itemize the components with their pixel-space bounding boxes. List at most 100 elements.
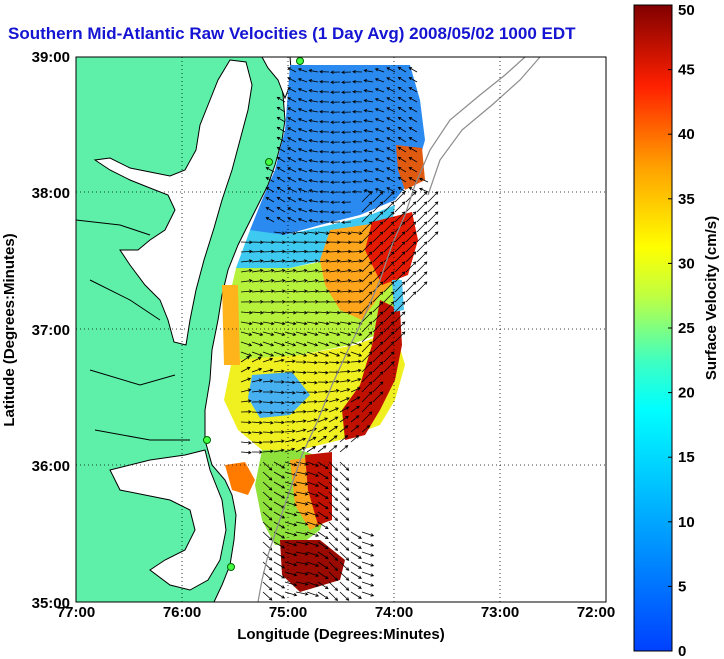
velocity-arrow bbox=[295, 501, 309, 506]
velocity-arrow bbox=[352, 119, 363, 124]
velocity-arrow bbox=[350, 405, 360, 413]
velocity-arrow bbox=[284, 420, 296, 424]
velocity-arrow bbox=[317, 426, 328, 433]
velocity-arrow bbox=[251, 331, 264, 336]
velocity-arrow bbox=[284, 259, 297, 263]
velocity-arrow bbox=[405, 291, 417, 303]
velocity-arrow bbox=[317, 481, 329, 490]
velocity-arrow bbox=[319, 119, 330, 124]
velocity-arrow bbox=[339, 259, 352, 263]
velocity-arrow bbox=[284, 331, 297, 336]
velocity-arrow bbox=[341, 210, 352, 215]
velocity-arrow bbox=[276, 196, 286, 203]
velocity-arrow bbox=[394, 211, 406, 223]
velocity-arrow bbox=[361, 361, 373, 373]
pamlico-sound bbox=[109, 449, 227, 591]
velocity-arrow bbox=[341, 80, 352, 85]
velocity-arrow bbox=[363, 99, 374, 103]
velocity-arrow bbox=[251, 279, 264, 283]
velocity-arrow bbox=[405, 271, 417, 283]
velocity-arrow bbox=[284, 531, 298, 537]
velocity-arrow bbox=[341, 130, 352, 135]
velocity-arrow bbox=[287, 207, 297, 213]
velocity-arrow bbox=[361, 271, 373, 283]
velocity-arrow bbox=[306, 521, 320, 527]
velocity-arrow bbox=[328, 471, 339, 481]
velocity-arrow bbox=[408, 97, 418, 103]
velocity-arrow bbox=[284, 447, 296, 453]
velocity-arrow bbox=[317, 331, 330, 336]
velocity-arrow bbox=[251, 249, 264, 254]
velocity-arrow bbox=[397, 66, 407, 73]
velocity-arrow bbox=[284, 541, 298, 547]
station-marker bbox=[203, 436, 211, 444]
velocity-arrow bbox=[284, 390, 296, 395]
velocity-arrow bbox=[273, 551, 286, 559]
velocity-arrow bbox=[383, 191, 395, 203]
velocity-arrow bbox=[383, 231, 395, 243]
velocity-arrow bbox=[308, 109, 319, 113]
velocity-arrow bbox=[295, 249, 308, 254]
velocity-arrow bbox=[284, 429, 296, 433]
velocity-arrow bbox=[262, 581, 273, 591]
velocity-arrow bbox=[240, 409, 252, 414]
velocity-arrow bbox=[339, 351, 352, 357]
velocity-arrow bbox=[297, 148, 308, 153]
velocity-arrow bbox=[408, 177, 418, 183]
velocity-arrow bbox=[265, 187, 275, 193]
velocity-arrow bbox=[297, 158, 308, 163]
velocity-arrow bbox=[372, 231, 384, 243]
velocity-arrow bbox=[416, 211, 428, 223]
velocity-arrow bbox=[361, 251, 373, 263]
velocity-arrow bbox=[350, 415, 360, 423]
velocity-arrow bbox=[416, 231, 428, 243]
velocity-arrow bbox=[397, 76, 407, 83]
velocity-arrow bbox=[394, 241, 406, 253]
y-tick-label: 38:00 bbox=[32, 185, 70, 202]
velocity-arrow bbox=[317, 351, 330, 357]
velocity-arrow bbox=[284, 501, 298, 507]
velocity-arrow bbox=[295, 571, 309, 576]
velocity-arrow bbox=[350, 561, 362, 569]
velocity-arrow bbox=[287, 107, 297, 113]
velocity-arrow bbox=[361, 411, 373, 423]
velocity-arrow bbox=[284, 289, 297, 293]
velocity-arrow bbox=[295, 531, 309, 536]
velocity-arrow bbox=[339, 406, 350, 413]
velocity-arrow bbox=[295, 360, 307, 364]
velocity-arrow bbox=[416, 271, 428, 283]
velocity-arrow bbox=[251, 410, 263, 415]
velocity-arrow bbox=[319, 79, 330, 84]
velocity-arrow bbox=[276, 176, 286, 183]
velocity-arrow bbox=[408, 157, 418, 163]
velocity-arrow bbox=[341, 160, 352, 165]
velocity-arrow bbox=[284, 410, 296, 415]
velocity-arrow bbox=[350, 351, 363, 357]
velocity-arrow bbox=[328, 425, 339, 433]
velocity-arrow bbox=[330, 170, 341, 175]
velocity-arrow bbox=[251, 268, 264, 273]
velocity-arrow bbox=[352, 79, 363, 84]
velocity-arrow bbox=[372, 341, 384, 353]
velocity-arrow bbox=[328, 551, 339, 561]
velocity-arrow bbox=[240, 356, 251, 363]
velocity-arrow bbox=[306, 249, 319, 254]
velocity-arrow bbox=[262, 531, 273, 541]
velocity-arrow bbox=[319, 159, 330, 164]
velocity-arrow bbox=[394, 301, 406, 313]
velocity-arrow bbox=[427, 201, 439, 213]
velocity-arrow bbox=[361, 571, 375, 577]
velocity-arrow bbox=[262, 591, 273, 601]
velocity-arrow bbox=[297, 178, 308, 183]
velocity-arrow bbox=[372, 251, 384, 263]
velocity-arrow bbox=[240, 399, 252, 403]
velocity-arrow bbox=[328, 268, 341, 273]
velocity-arrow bbox=[276, 96, 286, 103]
velocity-arrow bbox=[317, 231, 330, 235]
y-tick-label: 37:00 bbox=[32, 322, 70, 339]
velocity-arrow bbox=[339, 541, 350, 551]
velocity-arrow bbox=[317, 310, 330, 315]
velocity-arrow bbox=[317, 471, 329, 480]
velocity-arrow bbox=[394, 311, 406, 323]
velocity-arrow bbox=[328, 521, 339, 531]
